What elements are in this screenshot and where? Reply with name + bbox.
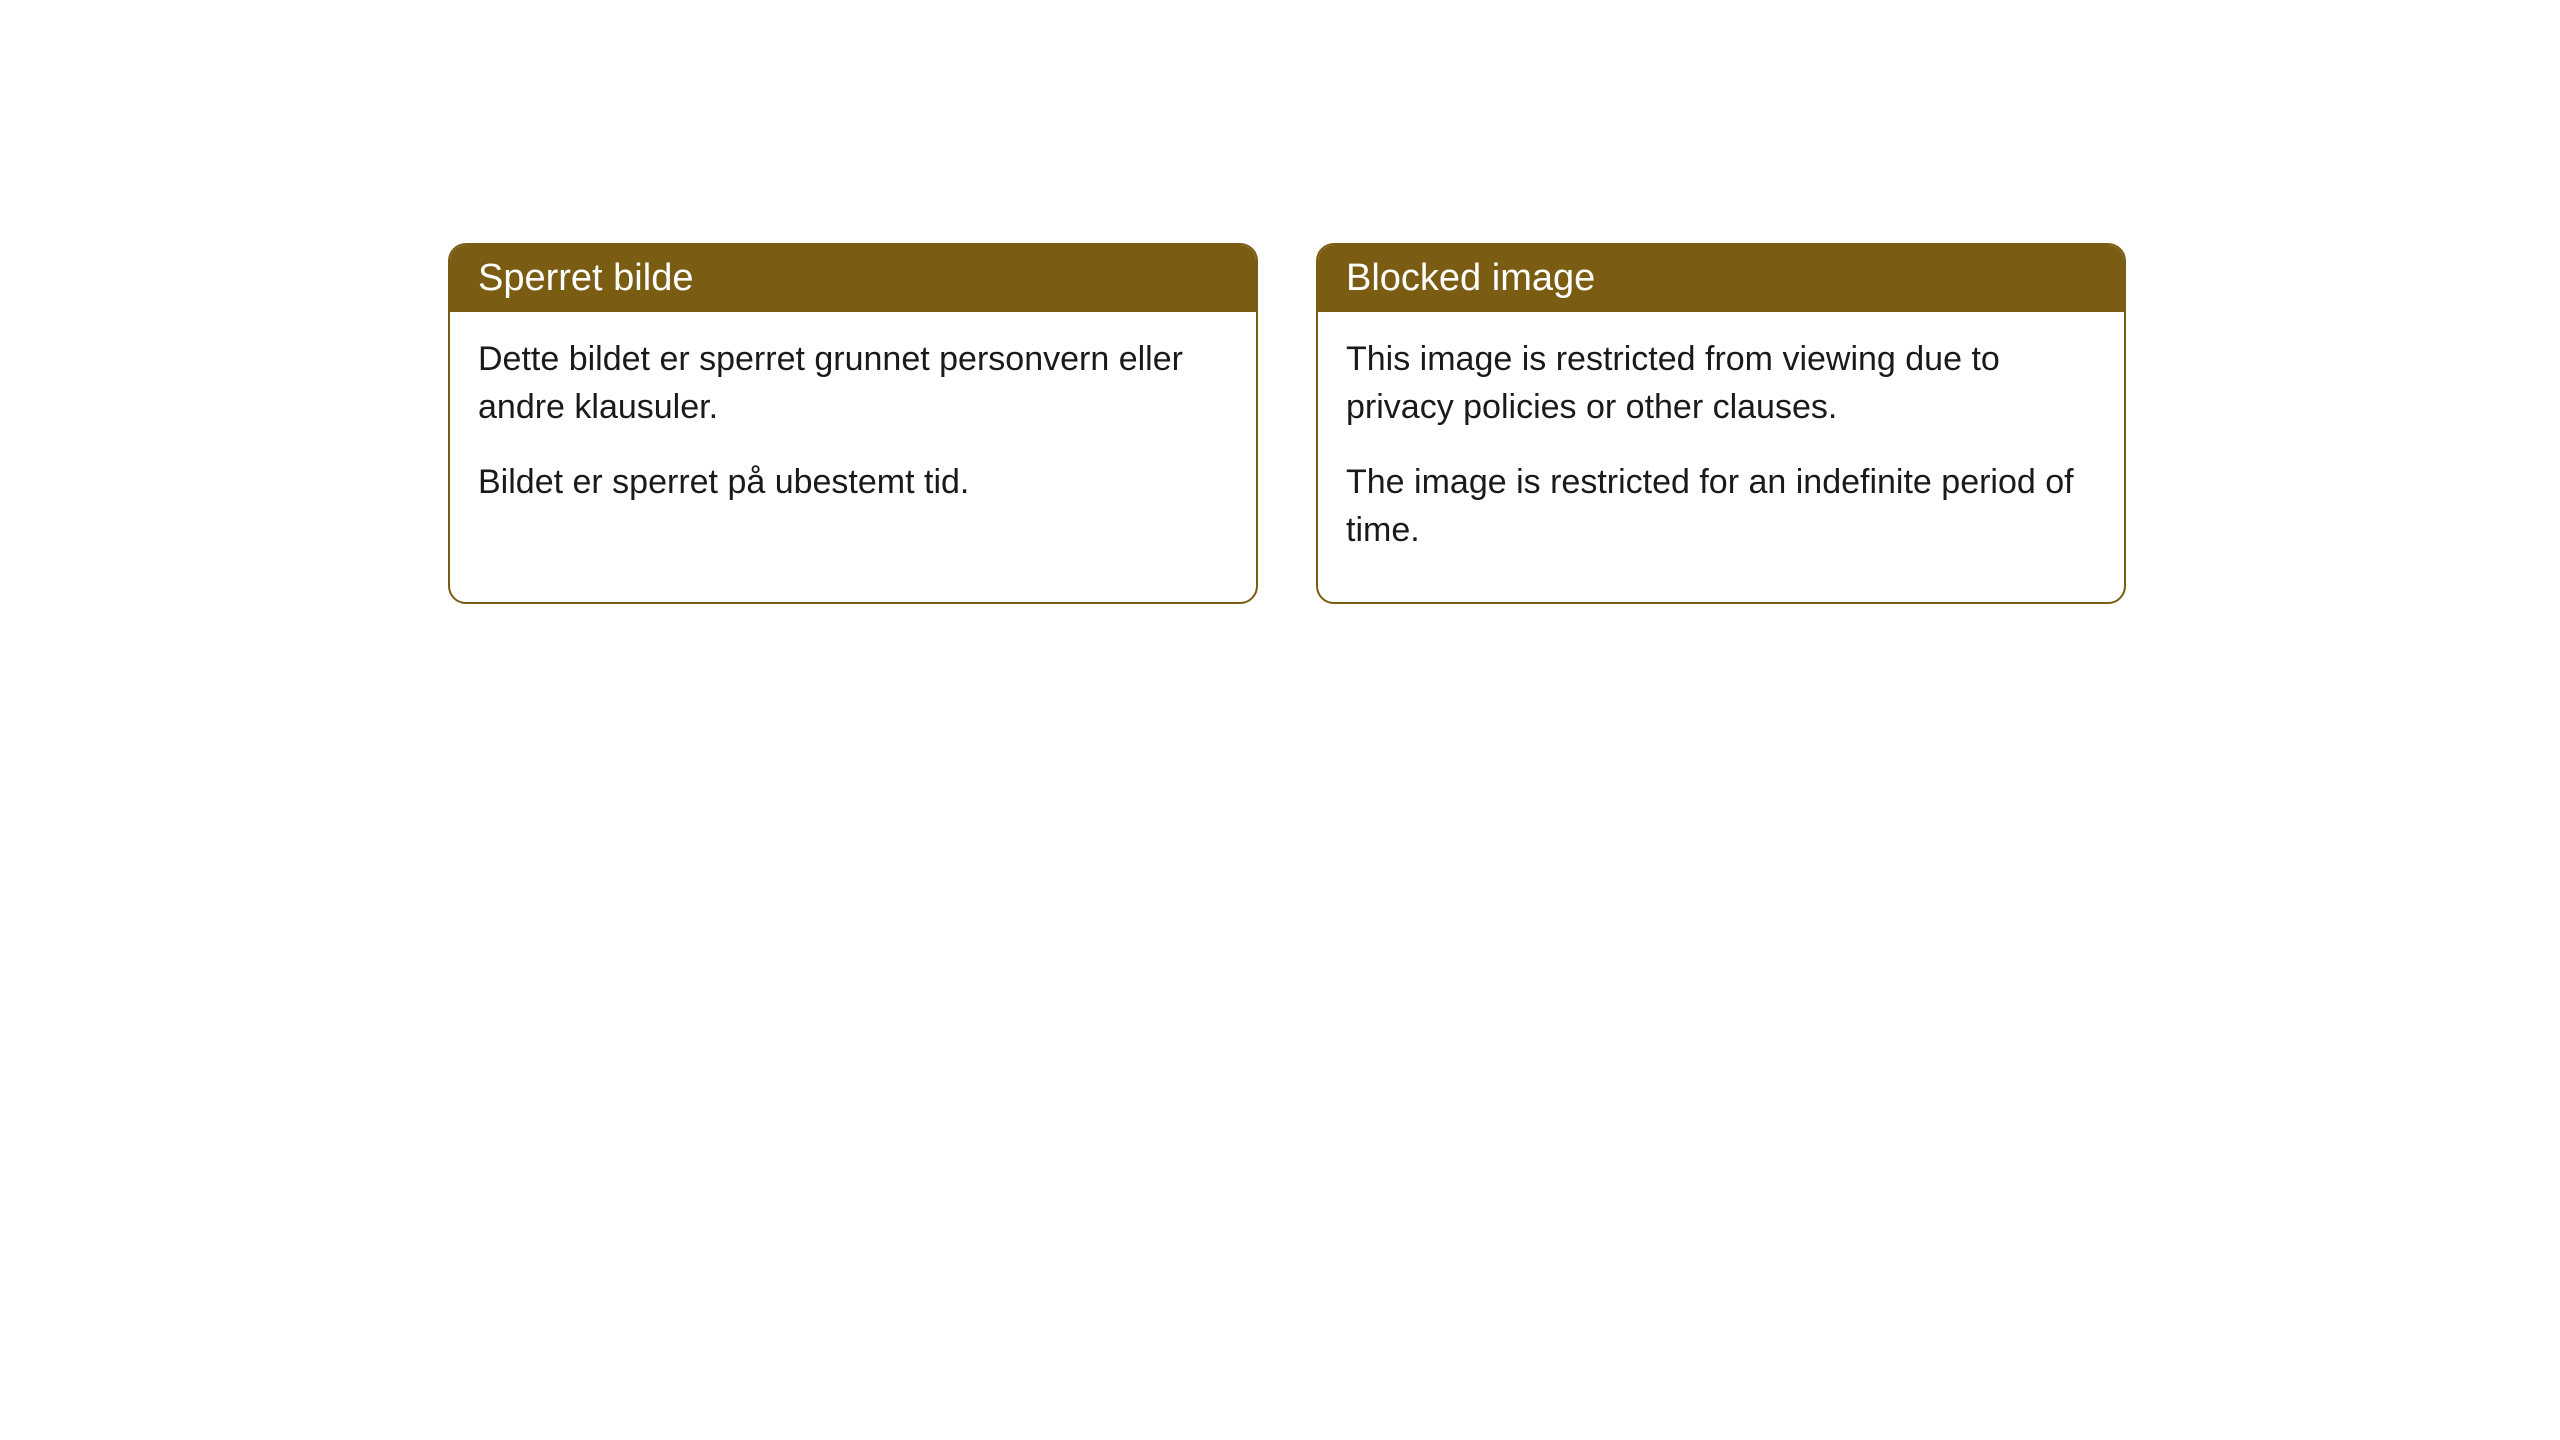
cards-container: Sperret bilde Dette bildet er sperret gr… — [448, 243, 2126, 604]
card-title-no: Sperret bilde — [478, 257, 693, 299]
card-title-en: Blocked image — [1346, 257, 1595, 299]
card-body-no: Dette bildet er sperret grunnet personve… — [450, 312, 1256, 555]
card-header-no: Sperret bilde — [450, 245, 1256, 312]
blocked-image-card-en: Blocked image This image is restricted f… — [1316, 243, 2126, 604]
card-paragraph-no-2: Bildet er sperret på ubestemt tid. — [478, 459, 1228, 507]
card-paragraph-en-2: The image is restricted for an indefinit… — [1346, 459, 2096, 554]
card-paragraph-en-1: This image is restricted from viewing du… — [1346, 336, 2096, 431]
card-paragraph-no-1: Dette bildet er sperret grunnet personve… — [478, 336, 1228, 431]
card-header-en: Blocked image — [1318, 245, 2124, 312]
blocked-image-card-no: Sperret bilde Dette bildet er sperret gr… — [448, 243, 1258, 604]
card-body-en: This image is restricted from viewing du… — [1318, 312, 2124, 602]
